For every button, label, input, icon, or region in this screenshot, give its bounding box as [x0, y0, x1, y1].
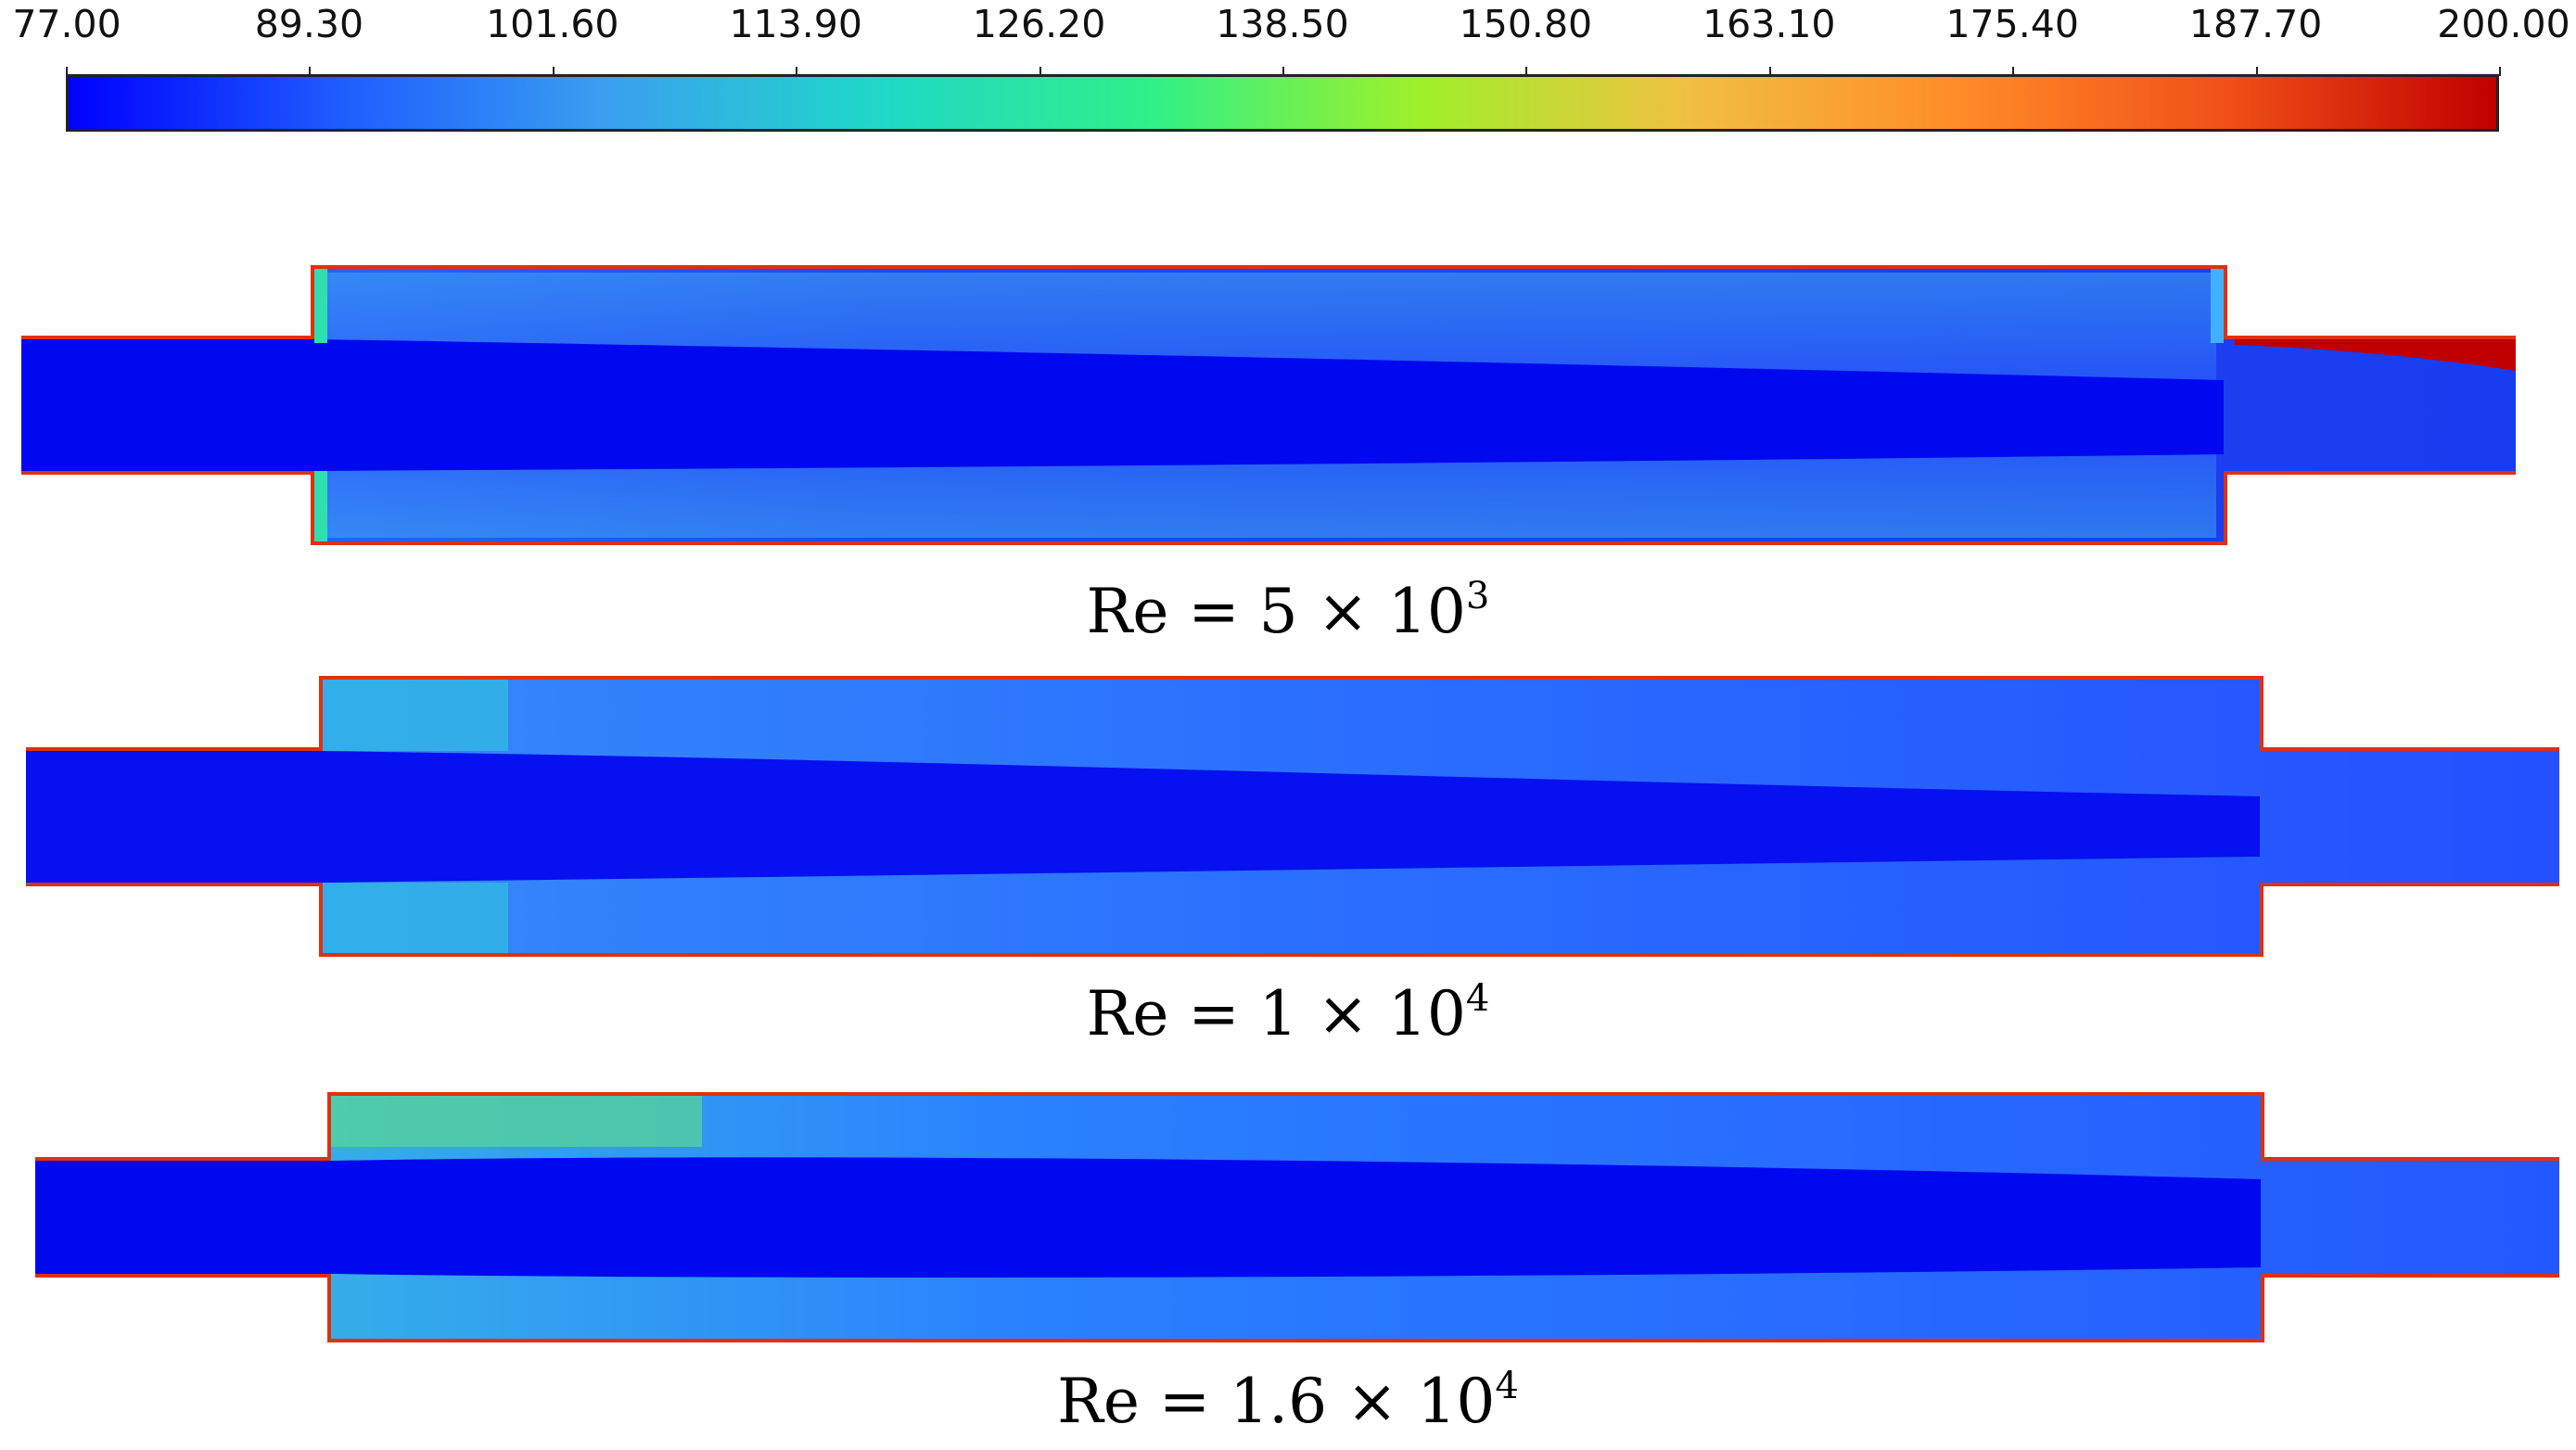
reynolds-label-2: Re = 1 × 104: [1086, 977, 1490, 1049]
reynolds-label-1: Re = 5 × 103: [1086, 575, 1490, 647]
corner-hot-region: [323, 680, 508, 751]
colorbar-tick-label: 113.90: [729, 2, 862, 46]
corner-hot-region: [314, 471, 327, 541]
colorbar-tick-label: 150.80: [1459, 2, 1593, 46]
contour-plot-3: [35, 1092, 2559, 1342]
colorbar-tick-label: 126.20: [972, 2, 1106, 46]
colorbar-tick: [66, 67, 68, 76]
colorbar-tick: [1768, 67, 1771, 76]
corner-hot-region: [331, 1096, 702, 1147]
reynolds-label-3: Re = 1.6 × 104: [1057, 1365, 1519, 1437]
colorbar-tick-label: 77.00: [12, 2, 121, 46]
colorbar-tick-label: 200.00: [2437, 2, 2570, 46]
colorbar-tick: [1039, 67, 1041, 76]
exit-hot-zone: [2235, 339, 2516, 371]
colorbar-tick-label: 175.40: [1945, 2, 2079, 46]
corner-hot-region: [314, 269, 327, 343]
contour-panel-2: Re = 1 × 104: [0, 671, 2576, 1070]
colorbar-tick: [2499, 67, 2501, 76]
colorbar-tick: [1525, 67, 1528, 76]
contour-plot-2: [26, 676, 2559, 957]
colorbar-tick-label: 89.30: [254, 2, 364, 46]
jet-core: [26, 751, 2260, 883]
colorbar-tick-label: 163.10: [1702, 2, 1836, 46]
colorbar-tick: [309, 67, 312, 76]
temperature-colorbar: 77.00 89.30 101.60 113.90 126.20 138.50 150.80…: [0, 0, 2576, 139]
colorbar-tick-label: 187.70: [2188, 2, 2323, 46]
colorbar-tick: [796, 67, 798, 76]
colorbar-tick: [2255, 67, 2258, 76]
jet-core: [21, 339, 2224, 471]
colorbar-tick: [552, 67, 555, 76]
colorbar-gradient: [66, 74, 2499, 132]
colorbar-tick: [1282, 67, 1284, 76]
contour-panel-3: Re = 1.6 × 104: [0, 1087, 2576, 1450]
colorbar-tick-label: 101.60: [486, 2, 619, 46]
corner-hot-region: [2211, 269, 2224, 343]
jet-core: [35, 1157, 2261, 1278]
corner-hot-region: [323, 883, 508, 953]
colorbar-tick: [2012, 67, 2015, 76]
contour-panel-1: Re = 5 × 103: [0, 260, 2576, 658]
colorbar-tick-label: 138.50: [1216, 2, 1349, 46]
contour-plot-1: [21, 265, 2516, 545]
